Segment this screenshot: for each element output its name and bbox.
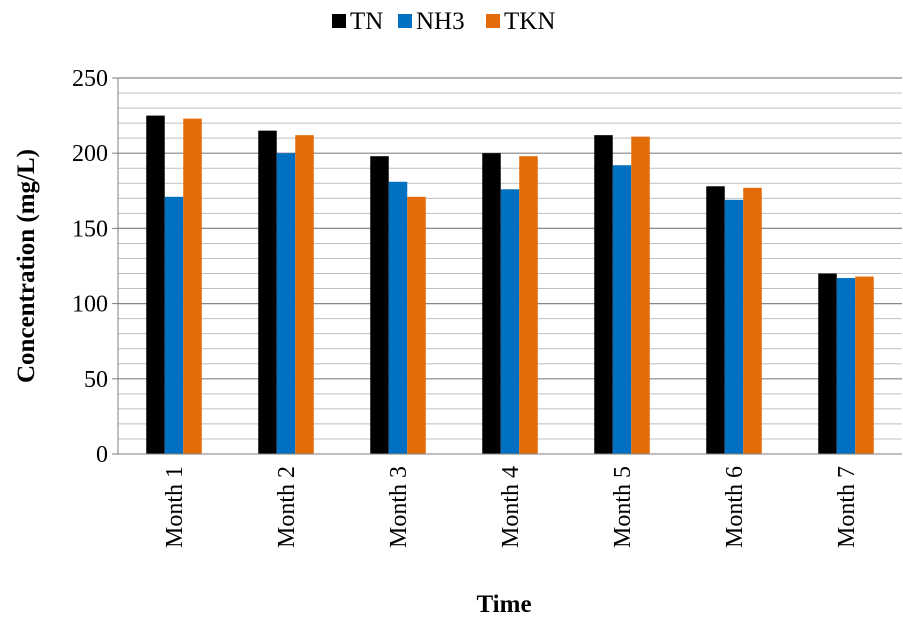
bar-nh3-3: [388, 181, 408, 454]
y-tick-label: 100: [72, 292, 108, 318]
x-tick-label: Month 3: [386, 466, 412, 548]
x-tick-label: Month 4: [498, 466, 524, 548]
bar-tn-5: [594, 135, 613, 455]
bar-tn-4: [482, 153, 501, 454]
x-tick-label: Month 6: [722, 466, 748, 548]
y-tick-label: 0: [96, 442, 108, 468]
legend-swatch: [398, 14, 412, 28]
bar-tkn-5: [631, 136, 650, 454]
bar-tn-1: [146, 115, 165, 454]
bar-nh3-7: [836, 278, 856, 454]
x-axis-title: Time: [476, 591, 531, 618]
bar-tn-3: [370, 156, 389, 454]
y-tick-label: 250: [72, 66, 108, 92]
y-tick-label: 150: [72, 216, 108, 242]
x-axis-ticks: Month 1 Month 2 Month 3 Month 4 Month 5 Month…: [162, 466, 860, 548]
legend-item-nh3: NH3: [398, 8, 465, 35]
bar-tkn-1: [183, 118, 202, 454]
bar-tkn-2: [295, 135, 314, 455]
legend-label: NH3: [416, 8, 465, 35]
bar-nh3-1: [164, 196, 184, 455]
bar-tkn-7: [855, 276, 874, 454]
x-tick-label: Month 1: [162, 466, 188, 548]
bar-nh3-2: [276, 153, 296, 454]
legend-label: TN: [350, 8, 383, 35]
bar-nh3-5: [612, 165, 632, 454]
legend-item-tkn: TKN: [486, 8, 555, 35]
x-tick-label: Month 5: [610, 466, 636, 548]
legend: TN NH3 TKN: [332, 8, 555, 35]
y-axis-title: Concentration (mg/L): [13, 149, 40, 383]
bar-tkn-6: [743, 187, 762, 455]
bar-tn-6: [706, 186, 725, 454]
bar-tn-7: [818, 273, 837, 454]
legend-label: TKN: [504, 8, 555, 35]
bar-tkn-4: [519, 156, 538, 454]
legend-item-tn: TN: [332, 8, 383, 35]
bar-tkn-3: [407, 196, 426, 455]
legend-swatch: [486, 14, 500, 28]
bars: [146, 115, 874, 455]
y-tick-label: 50: [84, 367, 108, 393]
x-tick-label: Month 2: [274, 466, 300, 548]
bar-nh3-4: [500, 189, 520, 454]
bar-nh3-6: [724, 199, 744, 454]
y-axis-ticks: 0 50 100 150 200 250: [72, 66, 118, 468]
y-tick-label: 200: [72, 141, 108, 167]
legend-swatch: [332, 14, 346, 28]
x-tick-label: Month 7: [834, 466, 860, 548]
bar-tn-2: [258, 130, 277, 454]
